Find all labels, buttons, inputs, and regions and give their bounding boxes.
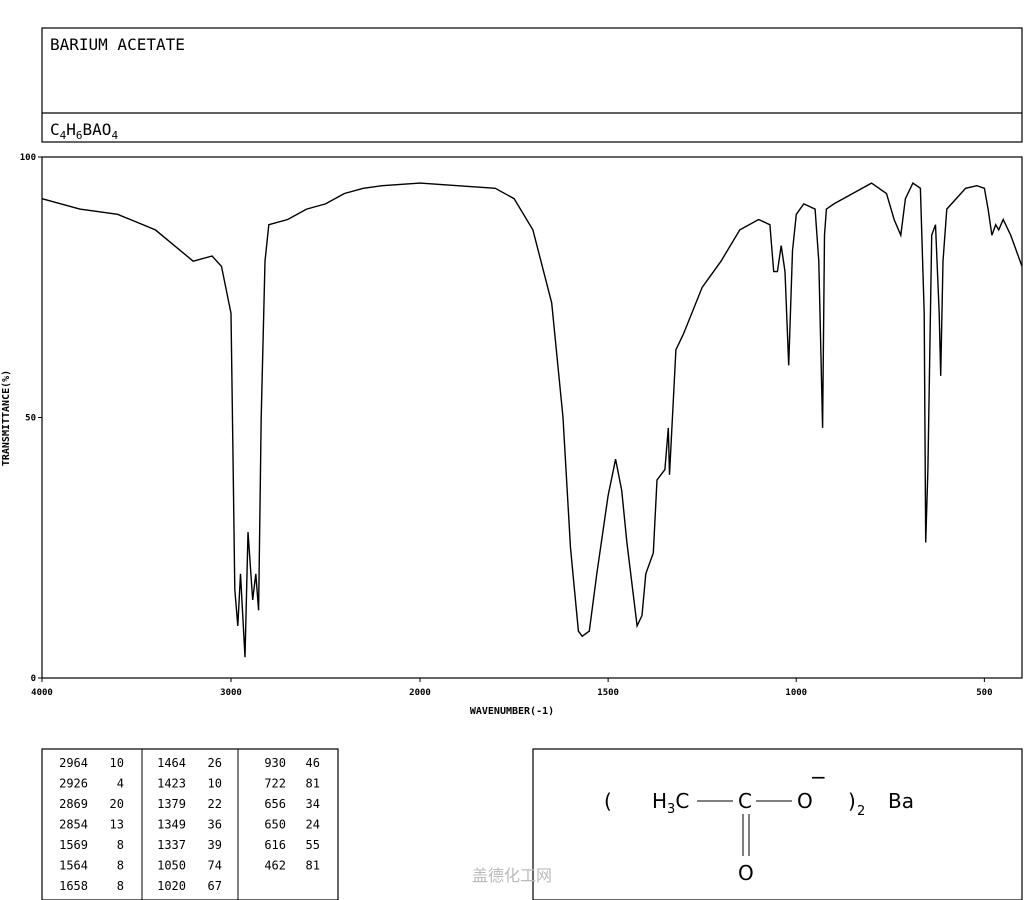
y-tick-label: 0 (31, 674, 36, 684)
table-cell: 2964 (59, 756, 88, 770)
x-axis-label: WAVENUMBER(-1) (470, 706, 554, 717)
formula-part: BAO (83, 120, 112, 139)
x-tick-label: 3000 (220, 688, 242, 698)
x-tick-label: 4000 (31, 688, 53, 698)
x-tick-label: 1500 (597, 688, 619, 698)
table-cell: 8 (117, 879, 124, 893)
table-cell: 650 (264, 818, 286, 832)
formula-part: C (50, 120, 60, 139)
table-cell: 46 (306, 756, 320, 770)
table-cell: 81 (306, 777, 320, 791)
table-cell: 34 (306, 797, 320, 811)
table-cell: 24 (306, 818, 320, 832)
structure-text: H3C (652, 789, 689, 817)
y-axis-label: TRANSMITTANCE(%) (1, 370, 12, 466)
table-cell: 39 (208, 838, 222, 852)
table-cell: 2869 (59, 797, 88, 811)
table-cell: 55 (306, 838, 320, 852)
structure-text: C (675, 789, 689, 813)
table-cell: 2926 (59, 777, 88, 791)
structure-sub: 2 (857, 804, 865, 819)
structure-charge: − (810, 765, 827, 789)
structure-text: ( (604, 789, 612, 813)
table-cell: 1564 (59, 859, 88, 873)
formula: C4H6BAO4 (50, 120, 118, 142)
table-cell: 1337 (157, 838, 186, 852)
y-tick-label: 50 (25, 414, 36, 424)
y-tick-label: 100 (20, 153, 36, 163)
table-cell: 1658 (59, 879, 88, 893)
table-cell: 4 (117, 777, 124, 791)
formula-sub: 4 (111, 129, 118, 142)
table-cell: 2854 (59, 818, 88, 832)
table-cell: 74 (208, 859, 222, 873)
peak-table (41, 748, 339, 900)
plot-frame (41, 156, 1023, 679)
x-tick-label: 500 (976, 688, 992, 698)
table-cell: 67 (208, 879, 222, 893)
table-cell: 1464 (157, 756, 186, 770)
table-cell: 10 (110, 756, 124, 770)
table-cell: 1349 (157, 818, 186, 832)
x-tick-label: 1000 (785, 688, 807, 698)
table-cell: 1050 (157, 859, 186, 873)
structure-text: C (738, 789, 752, 813)
table-cell: 36 (208, 818, 222, 832)
table-cell: 722 (264, 777, 286, 791)
structure-text: O (797, 789, 813, 813)
structure-box (532, 748, 1023, 900)
structure-sub: 3 (667, 802, 675, 817)
table-cell: 22 (208, 797, 222, 811)
table-cell: 20 (110, 797, 124, 811)
table-cell: 8 (117, 859, 124, 873)
structure-text: ) (848, 789, 856, 813)
structure-text: O (738, 861, 754, 885)
table-cell: 930 (264, 756, 286, 770)
table-cell: 656 (264, 797, 286, 811)
table-cell: 1020 (157, 879, 186, 893)
table-cell: 26 (208, 756, 222, 770)
table-cell: 1423 (157, 777, 186, 791)
structure-text: Ba (888, 789, 914, 813)
formula-sub: 4 (60, 129, 67, 142)
formula-part: H (66, 120, 76, 139)
table-cell: 8 (117, 838, 124, 852)
table-cell: 13 (110, 818, 124, 832)
table-cell: 462 (264, 859, 286, 873)
structure-text: H (652, 789, 667, 813)
watermark: 盖德化工网 (472, 866, 552, 885)
x-tick-label: 2000 (409, 688, 431, 698)
table-cell: 1379 (157, 797, 186, 811)
formula-sub: 6 (76, 129, 83, 142)
compound-name: BARIUM ACETATE (50, 35, 185, 54)
table-cell: 10 (208, 777, 222, 791)
header-box (41, 27, 1023, 143)
table-cell: 1569 (59, 838, 88, 852)
structure: ( H3C C O − ) 2 Ba O (604, 765, 914, 885)
chart: 0 50 100 4000 3000 2000 1500 1000 500 (20, 153, 1023, 698)
table-cell: 616 (264, 838, 286, 852)
table-cell: 81 (306, 859, 320, 873)
spectrum-line (41, 182, 1023, 658)
